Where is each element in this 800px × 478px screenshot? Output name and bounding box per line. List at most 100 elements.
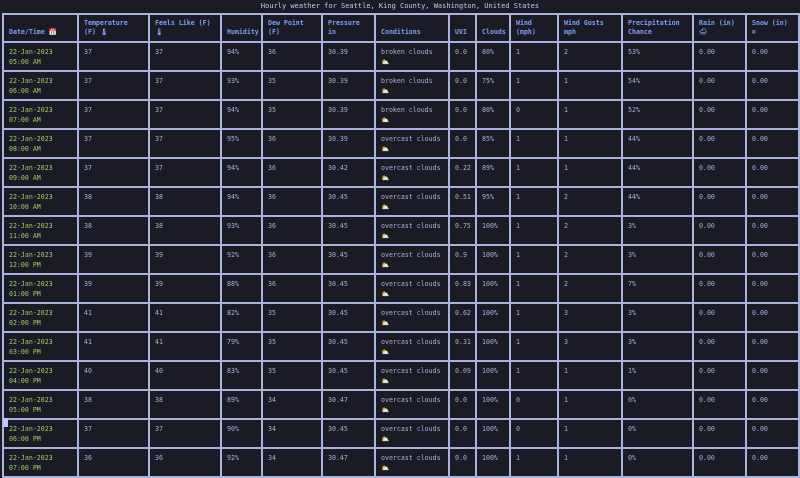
table-row: 22-Jan-2023 08:00 AM 37 37 95% 36 30.39 overca… <box>2 128 800 159</box>
cell-pressure: 30.45 <box>321 302 376 333</box>
cell-dew-point: 36 <box>261 273 323 304</box>
cell-temperature: 38 <box>77 186 150 217</box>
cell-humidity: 95% <box>220 128 263 159</box>
cell-uvi: 0.31 <box>448 331 477 362</box>
cell-conditions: overcast clouds ⛅ <box>374 360 450 391</box>
column-header-pressure: Pressure in <box>321 13 376 43</box>
cell-rain: 0.00 <box>692 273 747 304</box>
cell-clouds: 100% <box>475 302 511 333</box>
cell-rain: 0.00 <box>692 389 747 420</box>
cell-precipitation-chance: 54% <box>621 70 694 101</box>
cell-snow: 0.00 <box>745 215 800 246</box>
column-header-rain: Rain (in) 🌧 <box>692 13 747 43</box>
cell-dew-point: 36 <box>261 157 323 188</box>
cell-wind: 1 <box>509 447 559 478</box>
cell-clouds: 100% <box>475 273 511 304</box>
cell-wind: 1 <box>509 128 559 159</box>
cell-snow: 0.00 <box>745 331 800 362</box>
cell-wind-gusts: 1 <box>557 157 623 188</box>
cell-rain: 0.00 <box>692 360 747 391</box>
cell-wind-gusts: 1 <box>557 418 623 449</box>
cell-feels-like: 36 <box>148 447 222 478</box>
cell-date-time: 22-Jan-2023 03:00 PM <box>2 331 79 362</box>
column-header-conditions: Conditions <box>374 13 450 43</box>
cell-snow: 0.00 <box>745 99 800 130</box>
cell-rain: 0.00 <box>692 70 747 101</box>
cell-conditions: overcast clouds ⛅ <box>374 331 450 362</box>
cell-conditions: broken clouds ⛅ <box>374 70 450 101</box>
cell-conditions: overcast clouds ⛅ <box>374 244 450 275</box>
cell-uvi: 0.0 <box>448 128 477 159</box>
cell-wind-gusts: 2 <box>557 244 623 275</box>
cell-pressure: 30.39 <box>321 128 376 159</box>
cell-date-time: 22-Jan-2023 04:00 PM <box>2 360 79 391</box>
cell-clouds: 85% <box>475 128 511 159</box>
cell-clouds: 100% <box>475 360 511 391</box>
cell-precipitation-chance: 3% <box>621 215 694 246</box>
cell-conditions: overcast clouds ⛅ <box>374 157 450 188</box>
cell-uvi: 0.22 <box>448 157 477 188</box>
table-row: 22-Jan-2023 06:00 PM 37 37 90% 34 30.45 overca… <box>2 418 800 449</box>
table-row: 22-Jan-2023 11:00 AM 38 38 93% 36 30.45 overca… <box>2 215 800 246</box>
cell-snow: 0.00 <box>745 70 800 101</box>
cell-date-time: 22-Jan-2023 10:00 AM <box>2 186 79 217</box>
column-header-temperature: Temperature (F) 🌡 <box>77 13 150 43</box>
cell-wind: 1 <box>509 302 559 333</box>
cell-feels-like: 38 <box>148 215 222 246</box>
cell-rain: 0.00 <box>692 331 747 362</box>
table-row: 22-Jan-2023 03:00 PM 41 41 79% 35 30.45 overca… <box>2 331 800 362</box>
cell-wind-gusts: 3 <box>557 302 623 333</box>
terminal-cursor <box>3 418 8 427</box>
cell-rain: 0.00 <box>692 41 747 72</box>
cell-uvi: 0.51 <box>448 186 477 217</box>
cell-wind-gusts: 3 <box>557 331 623 362</box>
cell-wind-gusts: 1 <box>557 389 623 420</box>
cell-feels-like: 37 <box>148 70 222 101</box>
cell-temperature: 37 <box>77 128 150 159</box>
cell-rain: 0.00 <box>692 99 747 130</box>
cell-dew-point: 36 <box>261 244 323 275</box>
cell-clouds: 100% <box>475 244 511 275</box>
table-row: 22-Jan-2023 06:00 AM 37 37 93% 35 30.39 broken… <box>2 70 800 101</box>
cell-snow: 0.00 <box>745 418 800 449</box>
cell-temperature: 38 <box>77 389 150 420</box>
cell-uvi: 0.0 <box>448 99 477 130</box>
cell-rain: 0.00 <box>692 215 747 246</box>
column-header-dew-point: Dew Point (F) <box>261 13 323 43</box>
cell-date-time: 22-Jan-2023 08:00 AM <box>2 128 79 159</box>
cell-uvi: 0.09 <box>448 360 477 391</box>
cell-conditions: overcast clouds ⛅ <box>374 273 450 304</box>
cell-humidity: 94% <box>220 99 263 130</box>
cell-humidity: 90% <box>220 418 263 449</box>
cell-precipitation-chance: 1% <box>621 360 694 391</box>
cell-snow: 0.00 <box>745 447 800 478</box>
cell-pressure: 30.47 <box>321 447 376 478</box>
cell-dew-point: 35 <box>261 302 323 333</box>
cell-snow: 0.00 <box>745 302 800 333</box>
cell-clouds: 100% <box>475 389 511 420</box>
cell-wind: 0 <box>509 99 559 130</box>
cell-snow: 0.00 <box>745 186 800 217</box>
table-row: 22-Jan-2023 05:00 PM 38 38 89% 34 30.47 overca… <box>2 389 800 420</box>
cell-rain: 0.00 <box>692 244 747 275</box>
cell-temperature: 39 <box>77 244 150 275</box>
cell-humidity: 93% <box>220 70 263 101</box>
cell-pressure: 30.39 <box>321 99 376 130</box>
cell-humidity: 93% <box>220 215 263 246</box>
cell-humidity: 83% <box>220 360 263 391</box>
table-row: 22-Jan-2023 07:00 PM 36 36 92% 34 30.47 overca… <box>2 447 800 478</box>
cell-precipitation-chance: 7% <box>621 273 694 304</box>
cell-date-time: 22-Jan-2023 02:00 PM <box>2 302 79 333</box>
cell-precipitation-chance: 3% <box>621 331 694 362</box>
cell-humidity: 82% <box>220 302 263 333</box>
cell-feels-like: 37 <box>148 157 222 188</box>
cell-date-time: 22-Jan-2023 01:00 PM <box>2 273 79 304</box>
cell-clouds: 89% <box>475 157 511 188</box>
column-header-date-time: Date/Time 📅 <box>2 13 79 43</box>
page-title: Hourly weather for Seattle, King County,… <box>260 2 540 10</box>
cell-pressure: 30.47 <box>321 389 376 420</box>
table-row: 22-Jan-2023 10:00 AM 38 38 94% 36 30.45 overca… <box>2 186 800 217</box>
cell-precipitation-chance: 0% <box>621 389 694 420</box>
column-header-wind: Wind (mph) <box>509 13 559 43</box>
cell-humidity: 94% <box>220 157 263 188</box>
